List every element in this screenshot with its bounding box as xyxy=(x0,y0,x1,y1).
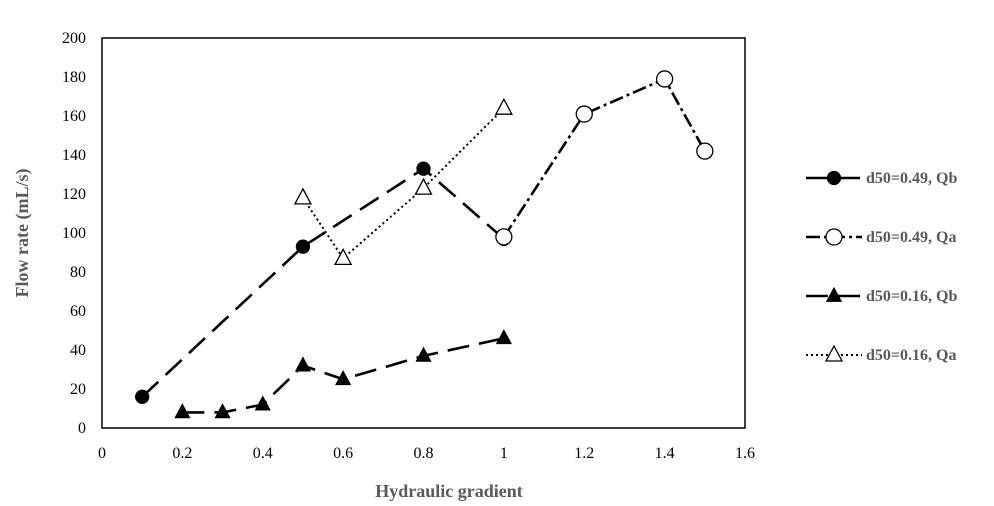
data-point-series-2 xyxy=(696,142,714,160)
data-point-series-1 xyxy=(135,389,150,404)
x-tick-label: 0.2 xyxy=(172,445,192,462)
data-point-series-4 xyxy=(293,187,313,205)
data-point-series-4 xyxy=(494,97,513,115)
data-point-series-2 xyxy=(575,105,593,123)
plot-area-frame xyxy=(101,37,746,429)
series-line-4 xyxy=(302,107,505,260)
y-axis-ticks: 0 20 40 60 80 100 120 140 160 180 200 xyxy=(62,30,86,437)
y-tick-label: 100 xyxy=(62,225,86,242)
data-point-series-2 xyxy=(655,70,674,88)
series-line-1 xyxy=(141,167,505,398)
y-tick-label: 60 xyxy=(70,303,86,320)
y-tick-label: 160 xyxy=(62,108,86,125)
y-tick-label: 140 xyxy=(62,147,86,164)
data-point-series-3 xyxy=(495,329,512,345)
x-tick-label: 0.4 xyxy=(253,445,273,462)
y-axis-title: Flow rate (mL/s) xyxy=(12,169,33,298)
data-point-series-3 xyxy=(294,356,312,372)
legend: d50=0.49, Qb d50=0.49, Qa d50=0.16, Qb d50=… xyxy=(806,170,957,364)
y-tick-label: 0 xyxy=(78,420,86,437)
x-tick-label: 1 xyxy=(500,445,508,462)
x-axis-ticks: 0 0.2 0.4 0.6 0.8 1 1.2 1.4 1.6 xyxy=(98,445,755,462)
data-point-series-4 xyxy=(334,247,353,266)
data-point-series-3 xyxy=(254,395,271,411)
legend-label: d50=0.49, Qa xyxy=(866,229,956,246)
data-point-series-4 xyxy=(414,177,433,195)
legend-marker xyxy=(825,228,843,246)
legend-marker xyxy=(825,286,843,302)
legend-label: d50=0.16, Qb xyxy=(866,288,957,305)
x-tick-label: 1.6 xyxy=(735,445,755,462)
y-tick-label: 80 xyxy=(70,264,86,281)
data-point-series-3 xyxy=(174,403,191,419)
series-line-2 xyxy=(502,77,706,238)
y-tick-label: 200 xyxy=(62,30,86,47)
data-point-series-1 xyxy=(295,239,311,254)
data-point-series-1 xyxy=(416,161,431,176)
legend-label: d50=0.49, Qb xyxy=(866,170,957,187)
data-point-series-2 xyxy=(495,228,513,246)
x-tick-label: 0.8 xyxy=(414,445,434,462)
x-axis-title: Hydraulic gradient xyxy=(375,481,523,501)
legend-marker xyxy=(826,170,842,186)
x-tick-label: 1.4 xyxy=(655,445,675,462)
x-tick-label: 1.2 xyxy=(574,445,594,462)
x-tick-label: 0.6 xyxy=(333,445,353,462)
legend-label: d50=0.16, Qa xyxy=(866,347,956,364)
y-tick-label: 180 xyxy=(62,69,86,86)
data-point-series-3 xyxy=(214,403,231,419)
y-tick-label: 20 xyxy=(70,381,86,398)
legend-marker xyxy=(824,344,844,362)
x-tick-label: 0 xyxy=(98,445,106,462)
series-lines xyxy=(141,77,706,414)
series-markers xyxy=(135,70,714,419)
data-point-series-3 xyxy=(415,346,432,362)
data-point-series-3 xyxy=(335,370,352,386)
y-tick-label: 40 xyxy=(70,342,86,359)
y-tick-label: 120 xyxy=(62,186,86,203)
